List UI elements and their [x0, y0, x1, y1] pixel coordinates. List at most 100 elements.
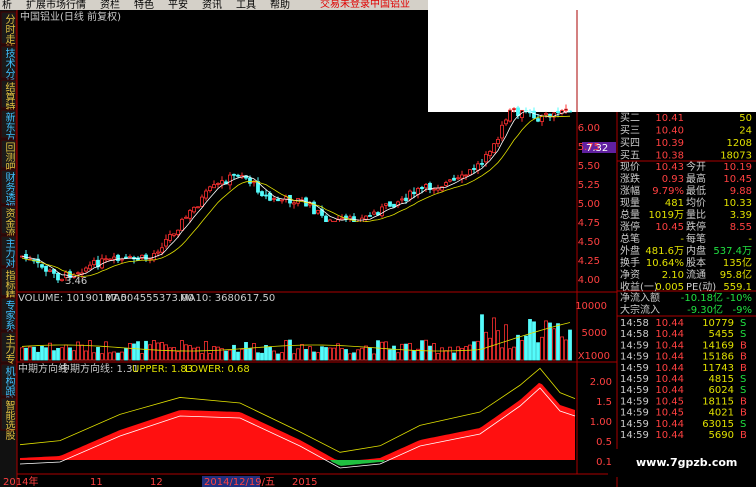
- volume-bar: [496, 330, 500, 361]
- sidebar-tab[interactable]: [0, 397, 17, 431]
- date-label: 2015: [292, 477, 317, 487]
- sidebar-tab[interactable]: [0, 205, 17, 235]
- candle-body: [508, 109, 512, 122]
- volume-bar: [192, 347, 196, 361]
- candle-body: [564, 108, 568, 111]
- sidebar-tab-label[interactable]: 财务透视: [3, 171, 15, 213]
- candle-body: [404, 197, 408, 201]
- volume-bar: [292, 353, 296, 361]
- sidebar-tab[interactable]: [0, 331, 17, 363]
- volume-bar: [160, 341, 164, 361]
- stat-label: 换手: [620, 256, 640, 269]
- tick-volume: 5690: [709, 430, 734, 441]
- candle-body: [192, 206, 196, 213]
- volume-bar: [36, 351, 40, 361]
- candle-body: [68, 271, 72, 279]
- sidebar-tab[interactable]: [0, 79, 17, 109]
- menu-item[interactable]: 平安: [168, 0, 188, 11]
- sidebar-tab-label[interactable]: 结算特: [3, 81, 15, 112]
- volume-bar: [560, 336, 564, 361]
- bid-label: 买二: [620, 112, 640, 124]
- volume-bar: [528, 319, 532, 361]
- volume-bar: [44, 347, 48, 361]
- sidebar-tab-label[interactable]: 技术分析: [3, 47, 15, 89]
- sidebar-tab-label[interactable]: 专家系统: [3, 299, 15, 340]
- volume-bar: [232, 344, 236, 361]
- stat-value: 1019万: [649, 210, 684, 221]
- price-axis-label: 5.50: [578, 161, 600, 172]
- candle-body: [416, 188, 420, 195]
- volume-bar: [444, 350, 448, 361]
- sidebar-tab[interactable]: [0, 139, 17, 169]
- sidebar-tab-label[interactable]: 新东方: [3, 111, 15, 143]
- volume-bar: [392, 345, 396, 361]
- menu-item[interactable]: 工具: [236, 0, 256, 11]
- volume-bar: [408, 342, 412, 361]
- volume-bar: [216, 346, 220, 361]
- volume-bar: [156, 342, 160, 361]
- sidebar-tab[interactable]: [0, 297, 17, 331]
- candle-body: [216, 183, 220, 185]
- tick-side: S: [740, 374, 746, 385]
- volume-bar: [412, 350, 416, 361]
- candle-body: [316, 209, 320, 214]
- menu-item[interactable]: 资讯: [202, 0, 222, 11]
- candle-body: [252, 181, 256, 184]
- flow-pct: -9%: [733, 305, 752, 316]
- stock-name[interactable]: 中国铝业: [370, 0, 410, 10]
- candle-body: [48, 269, 52, 272]
- volume-bar: [492, 317, 496, 361]
- stat-value: 10.45: [655, 222, 684, 233]
- sidebar-tab-label[interactable]: 资金流: [3, 208, 15, 239]
- sidebar-tab[interactable]: [0, 45, 17, 79]
- volume-bar: [72, 350, 76, 361]
- volume-bar: [40, 345, 44, 361]
- sidebar-tab[interactable]: [0, 109, 17, 139]
- sidebar-tab-label[interactable]: 回测吧: [3, 142, 15, 172]
- stat-value: 10.45: [723, 174, 752, 185]
- candle-body: [480, 163, 484, 165]
- menu-item[interactable]: 扩展市场行情: [26, 0, 86, 11]
- volume-bar: [64, 344, 68, 361]
- menu-item[interactable]: 析: [2, 0, 12, 11]
- flow-pct: -10%: [726, 293, 752, 304]
- stat-value: 135亿: [723, 256, 752, 269]
- stat-label: 内盘: [686, 244, 706, 257]
- sidebar-tab-label[interactable]: 机构跟踪: [3, 365, 15, 407]
- candle-body: [472, 168, 476, 170]
- volume-bar: [380, 341, 384, 361]
- blank-window: [428, 0, 756, 112]
- menu-item[interactable]: 资栏: [100, 0, 120, 11]
- volume-bar: [484, 331, 488, 361]
- sidebar-tab-label[interactable]: 智能选股: [3, 399, 15, 441]
- candle-body: [276, 198, 280, 202]
- menu-item[interactable]: 帮助: [270, 0, 290, 11]
- trade-status[interactable]: 交易未登录: [320, 0, 370, 10]
- tick-volume: 4815: [709, 374, 734, 385]
- menu-item[interactable]: 特色: [134, 0, 154, 11]
- volume-bar: [288, 339, 292, 361]
- candle-body: [248, 177, 252, 184]
- sidebar-tab[interactable]: [0, 267, 17, 297]
- sidebar-tab-label[interactable]: 分时走势: [3, 14, 15, 55]
- candle-body: [200, 196, 204, 207]
- candle-body: [84, 267, 88, 272]
- menu-bar: [0, 0, 428, 10]
- candle-body: [372, 211, 376, 215]
- sidebar-tab[interactable]: [0, 11, 17, 45]
- tick-price: 10.44: [655, 430, 684, 441]
- tick-volume: 10779: [702, 318, 734, 329]
- tick-volume: 5455: [709, 329, 734, 340]
- sidebar-tab[interactable]: [0, 363, 17, 397]
- volume-bar: [480, 314, 484, 361]
- volume-bar: [568, 329, 572, 361]
- volume-bar: [360, 347, 364, 361]
- tick-price: 10.44: [655, 340, 684, 351]
- volume-bar: [96, 347, 100, 361]
- volume-bar: [260, 352, 264, 361]
- sidebar-tab[interactable]: [0, 169, 17, 205]
- sidebar-tab[interactable]: [0, 235, 17, 267]
- volume-bar: [448, 346, 452, 361]
- volume-bar: [104, 341, 108, 361]
- volume-bar: [368, 347, 372, 361]
